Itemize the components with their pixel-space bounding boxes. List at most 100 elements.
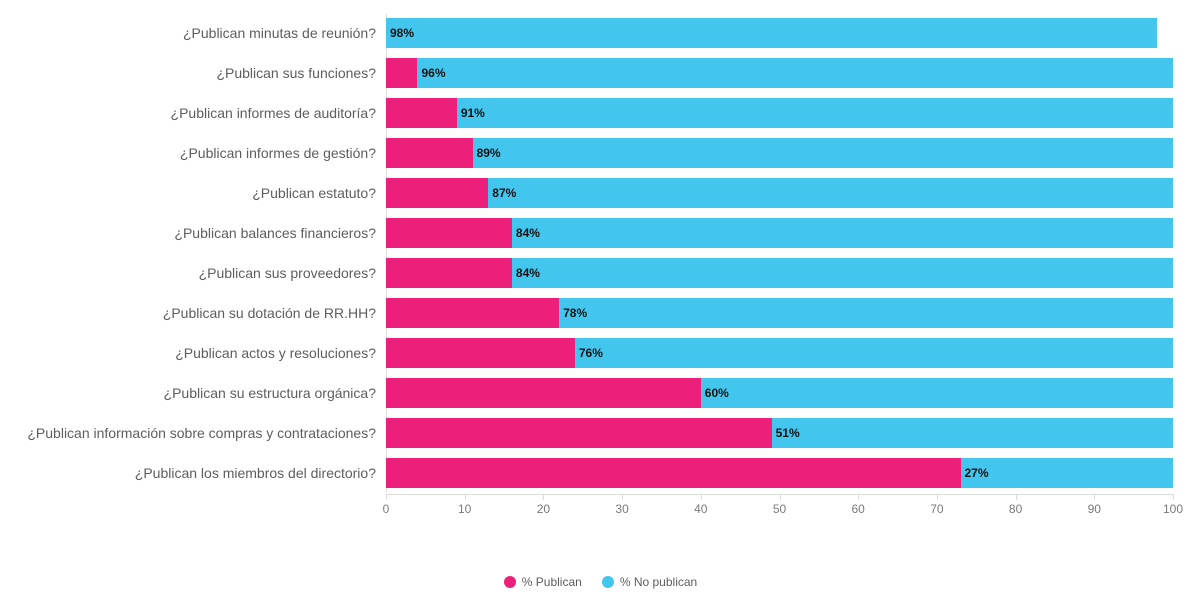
axis-tick-label: 0 [383, 502, 390, 516]
bar-segment-publican: 13% [386, 178, 488, 208]
axis-tick [937, 494, 938, 500]
chart-row: ¿Publican informes de gestión?11% 89% [0, 134, 1173, 172]
bar-segment-publican: 49% [386, 418, 772, 448]
chart-row: ¿Publican su dotación de RR.HH?22% 78% [0, 294, 1173, 332]
axis-tick [780, 494, 781, 500]
row-label: ¿Publican informes de gestión? [0, 145, 386, 161]
bar-block: 73% 27% [386, 458, 1173, 488]
axis-tick-label: 60 [852, 502, 865, 516]
legend: % Publican % No publican [0, 575, 1201, 591]
bar-block: 4%96% [386, 58, 1173, 88]
bar-segment-no-publican: 84% [512, 258, 1173, 288]
chart-rows: ¿Publican minutas de reunión?98%¿Publica… [0, 14, 1173, 492]
bar-value-label: 51% [776, 426, 800, 440]
row-label: ¿Publican informes de auditoría? [0, 105, 386, 121]
legend-item: % Publican [504, 575, 582, 589]
bar-segment-no-publican: 98% [386, 18, 1157, 48]
axis-tick-label: 40 [694, 502, 707, 516]
row-label: ¿Publican balances financieros? [0, 225, 386, 241]
axis-tick-label: 70 [930, 502, 943, 516]
bar-segment-no-publican: 76% [575, 338, 1173, 368]
row-label: ¿Publican su dotación de RR.HH? [0, 305, 386, 321]
bar-value-label: 89% [477, 146, 501, 160]
bar-segment-no-publican: 84% [512, 218, 1173, 248]
bar-value-label: 91% [461, 106, 485, 120]
axis-tick [1094, 494, 1095, 500]
axis-tick-label: 50 [773, 502, 786, 516]
axis-tick-label: 30 [615, 502, 628, 516]
bar-segment-no-publican: 51% [772, 418, 1173, 448]
bar-segment-publican: 24% [386, 338, 575, 368]
chart-row: ¿Publican información sobre compras y co… [0, 414, 1173, 452]
row-label: ¿Publican los miembros del directorio? [0, 465, 386, 481]
bar-block: 9% 91% [386, 98, 1173, 128]
chart-row: ¿Publican minutas de reunión?98% [0, 14, 1173, 52]
row-label: ¿Publican estatuto? [0, 185, 386, 201]
bar-value-label: 27% [965, 466, 989, 480]
bar-segment-publican: 22% [386, 298, 559, 328]
bar-value-label: 87% [492, 186, 516, 200]
chart-row: ¿Publican balances financieros?16% 84% [0, 214, 1173, 252]
axis-tick [543, 494, 544, 500]
axis-tick [1016, 494, 1017, 500]
axis-tick [386, 494, 387, 500]
bar-segment-no-publican: 87% [488, 178, 1173, 208]
bar-segment-publican: 4% [386, 58, 417, 88]
row-label: ¿Publican sus proveedores? [0, 265, 386, 281]
x-axis: 0102030405060708090100 [0, 494, 1173, 518]
bar-value-label: 60% [705, 386, 729, 400]
row-label: ¿Publican su estructura orgánica? [0, 385, 386, 401]
bar-segment-no-publican: 60% [701, 378, 1173, 408]
axis-tick [1173, 494, 1174, 500]
legend-label: % Publican [522, 575, 582, 589]
axis-tick [858, 494, 859, 500]
chart-row: ¿Publican sus funciones?4%96% [0, 54, 1173, 92]
chart-row: ¿Publican sus proveedores?16% 84% [0, 254, 1173, 292]
bar-block: 49% 51% [386, 418, 1173, 448]
bar-block: 11% 89% [386, 138, 1173, 168]
chart-row: ¿Publican informes de auditoría?9% 91% [0, 94, 1173, 132]
bar-segment-publican: 40% [386, 378, 701, 408]
bar-value-label: 78% [563, 306, 587, 320]
axis-tick [622, 494, 623, 500]
legend-dot-icon [504, 576, 516, 588]
bar-segment-no-publican: 96% [417, 58, 1173, 88]
bar-segment-publican: 16% [386, 218, 512, 248]
axis-tick [701, 494, 702, 500]
axis-tick-label: 80 [1009, 502, 1022, 516]
bar-value-label: 76% [579, 346, 603, 360]
chart-row: ¿Publican los miembros del directorio?73… [0, 454, 1173, 492]
bar-block: 13% 87% [386, 178, 1173, 208]
chart-row: ¿Publican actos y resoluciones?24% 76% [0, 334, 1173, 372]
bar-value-label: 98% [390, 26, 414, 40]
bar-segment-publican: 9% [386, 98, 457, 128]
bar-segment-publican: 16% [386, 258, 512, 288]
bar-segment-no-publican: 27% [961, 458, 1173, 488]
legend-label: % No publican [620, 575, 697, 589]
bar-block: 16% 84% [386, 258, 1173, 288]
bar-block: 24% 76% [386, 338, 1173, 368]
bar-segment-publican: 73% [386, 458, 961, 488]
legend-dot-icon [602, 576, 614, 588]
bar-segment-no-publican: 89% [473, 138, 1173, 168]
legend-item: % No publican [602, 575, 697, 589]
axis-tick-label: 100 [1163, 502, 1183, 516]
chart-frame: ¿Publican minutas de reunión?98%¿Publica… [0, 0, 1201, 599]
bar-segment-no-publican: 78% [559, 298, 1173, 328]
axis-tick-label: 20 [537, 502, 550, 516]
bar-value-label: 84% [516, 226, 540, 240]
bar-block: 16% 84% [386, 218, 1173, 248]
row-label: ¿Publican información sobre compras y co… [0, 425, 386, 441]
axis-tick [465, 494, 466, 500]
bar-block: 22% 78% [386, 298, 1173, 328]
axis-tick-label: 90 [1088, 502, 1101, 516]
chart-row: ¿Publican su estructura orgánica?40% 60% [0, 374, 1173, 412]
bar-block: 98% [386, 18, 1173, 48]
x-axis-scale: 0102030405060708090100 [386, 494, 1173, 518]
row-label: ¿Publican sus funciones? [0, 65, 386, 81]
bar-segment-publican: 11% [386, 138, 473, 168]
bar-block: 40% 60% [386, 378, 1173, 408]
row-label: ¿Publican actos y resoluciones? [0, 345, 386, 361]
bar-value-label: 84% [516, 266, 540, 280]
axis-tick-label: 10 [458, 502, 471, 516]
